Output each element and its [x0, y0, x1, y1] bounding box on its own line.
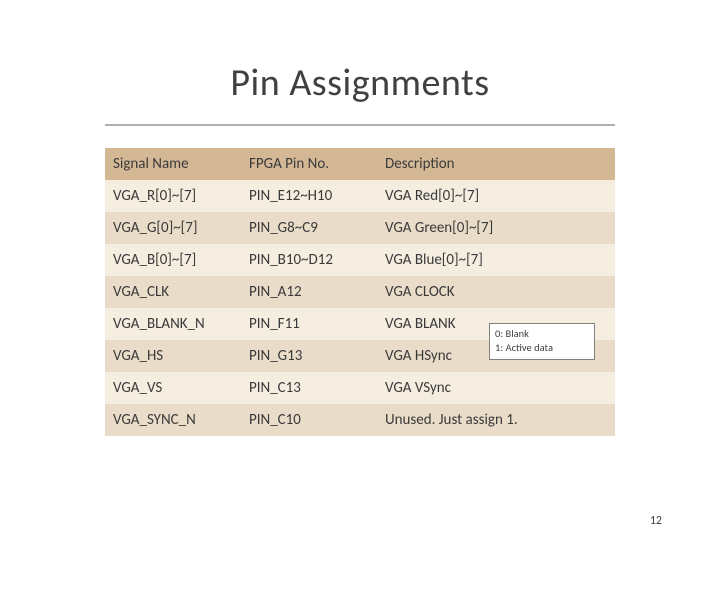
table-header-row: Signal Name FPGA Pin No. Description	[105, 148, 615, 180]
pin-assignment-table: Signal Name FPGA Pin No. Description VGA…	[105, 148, 615, 436]
callout-line-1: 1: Active data	[495, 341, 589, 355]
col-header-desc: Description	[377, 148, 615, 180]
callout-line-0: 0: Blank	[495, 327, 589, 341]
cell-desc: VGA Green[0]~[7]	[377, 212, 615, 244]
cell-signal: VGA_SYNC_N	[105, 404, 241, 436]
pin-table-container: Signal Name FPGA Pin No. Description VGA…	[105, 148, 615, 436]
col-header-signal: Signal Name	[105, 148, 241, 180]
page-number: 12	[650, 514, 662, 528]
table-row: VGA_SYNC_N PIN_C10 Unused. Just assign 1…	[105, 404, 615, 436]
col-header-pin: FPGA Pin No.	[241, 148, 377, 180]
page-title: Pin Assignments	[0, 60, 720, 106]
cell-pin: PIN_E12~H10	[241, 180, 377, 212]
table-row: VGA_VS PIN_C13 VGA VSync	[105, 372, 615, 404]
cell-desc: VGA Blue[0]~[7]	[377, 244, 615, 276]
cell-signal: VGA_HS	[105, 340, 241, 372]
cell-pin: PIN_C13	[241, 372, 377, 404]
cell-desc: Unused. Just assign 1.	[377, 404, 615, 436]
cell-pin: PIN_B10~D12	[241, 244, 377, 276]
table-row: VGA_B[0]~[7] PIN_B10~D12 VGA Blue[0]~[7]	[105, 244, 615, 276]
cell-signal: VGA_R[0]~[7]	[105, 180, 241, 212]
blank-legend-callout: 0: Blank 1: Active data	[489, 323, 595, 360]
cell-signal: VGA_BLANK_N	[105, 308, 241, 340]
cell-pin: PIN_F11	[241, 308, 377, 340]
title-underline	[105, 124, 615, 126]
cell-signal: VGA_G[0]~[7]	[105, 212, 241, 244]
cell-signal: VGA_B[0]~[7]	[105, 244, 241, 276]
table-row: VGA_R[0]~[7] PIN_E12~H10 VGA Red[0]~[7]	[105, 180, 615, 212]
table-row: VGA_CLK PIN_A12 VGA CLOCK	[105, 276, 615, 308]
cell-desc: VGA VSync	[377, 372, 615, 404]
cell-desc: VGA Red[0]~[7]	[377, 180, 615, 212]
cell-pin: PIN_G8~C9	[241, 212, 377, 244]
cell-pin: PIN_C10	[241, 404, 377, 436]
table-row: VGA_G[0]~[7] PIN_G8~C9 VGA Green[0]~[7]	[105, 212, 615, 244]
cell-signal: VGA_VS	[105, 372, 241, 404]
cell-signal: VGA_CLK	[105, 276, 241, 308]
cell-desc: VGA CLOCK	[377, 276, 615, 308]
cell-pin: PIN_A12	[241, 276, 377, 308]
cell-pin: PIN_G13	[241, 340, 377, 372]
